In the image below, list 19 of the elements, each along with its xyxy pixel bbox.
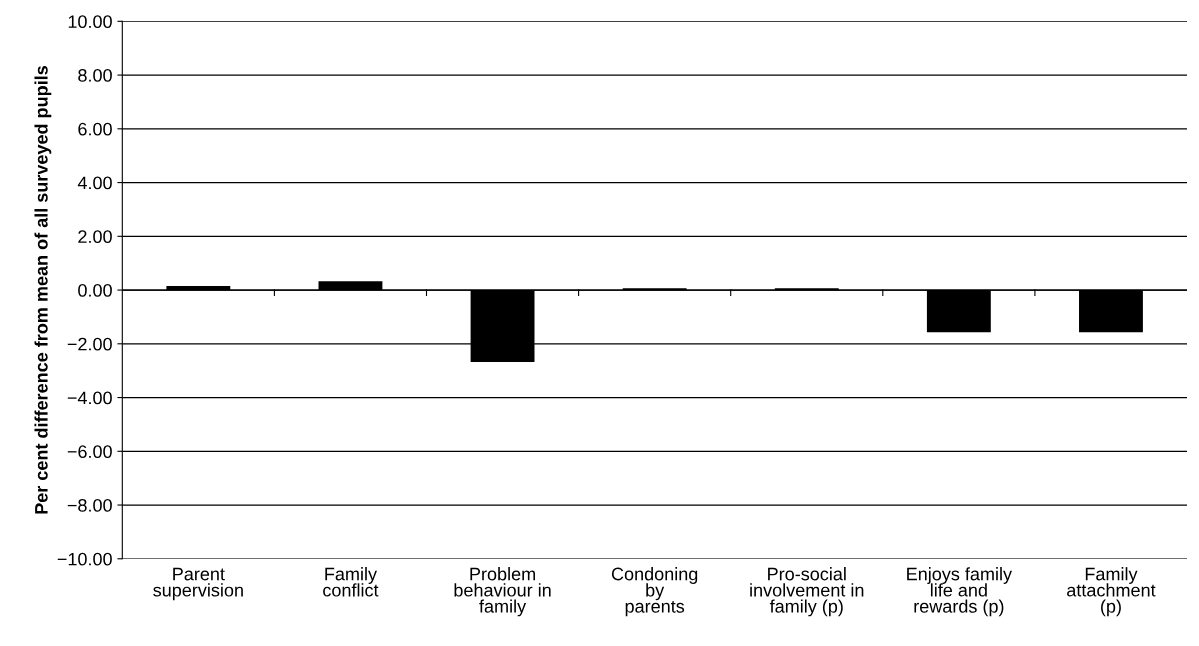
y-tick-label: 10.00 (68, 15, 112, 29)
y-tick-label: −2.00 (67, 337, 112, 351)
x-tick-label: Problem behaviour in family (454, 567, 551, 617)
y-tick-label: −6.00 (67, 445, 112, 459)
y-tick-label: 4.00 (77, 176, 112, 190)
y-tick-label: −10.00 (57, 552, 112, 566)
x-tick-label: Enjoys family life and rewards (p) (907, 567, 1012, 617)
y-tick-label: 6.00 (78, 122, 112, 136)
y-tick-label: −4.00 (67, 391, 112, 405)
y-tick-label: −8.00 (67, 498, 112, 512)
x-tick-label: Family attachment (p) (1067, 567, 1156, 617)
y-axis-title: Per cent difference from mean of all surveyed pupils (34, 66, 52, 514)
x-tick-label: Family conflict (323, 567, 379, 597)
x-tick-label: Parent supervision (153, 567, 243, 601)
x-tick-label: Pro-social involvement in family (p) (750, 567, 864, 617)
y-tick-label: 8.00 (78, 69, 112, 82)
y-tick-label: 0.00 (78, 283, 112, 297)
y-tick-label: 2.00 (78, 230, 112, 244)
x-tick-label: Condoning by parents (611, 567, 698, 617)
